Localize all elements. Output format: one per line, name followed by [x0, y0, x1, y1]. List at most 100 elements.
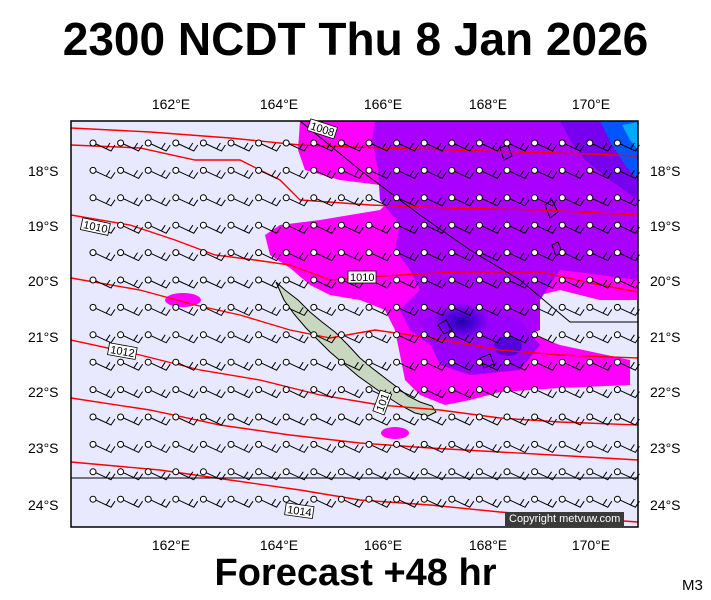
wind-station-circle: [282, 495, 290, 503]
wind-barb: [233, 416, 254, 426]
wind-station-circle: [531, 249, 539, 257]
lon-label-top: 166°E: [363, 96, 403, 112]
wind-barb: [206, 389, 226, 399]
wind-station-circle: [558, 166, 566, 174]
wind-barb: [399, 361, 420, 371]
wind-station-circle: [172, 413, 180, 421]
wind-station-circle: [531, 221, 539, 229]
wind-barb: [95, 197, 116, 207]
wind-station-circle: [420, 221, 428, 229]
wind-station-circle: [227, 386, 235, 394]
wind-barb: [454, 170, 475, 180]
wind-barb: [123, 307, 144, 317]
wind-barb: [233, 498, 254, 508]
wind-station-circle: [613, 166, 621, 174]
wind-station-circle: [558, 139, 566, 147]
wind-barb: [206, 444, 226, 454]
wind-station-circle: [558, 249, 566, 257]
vanuatu-island: [544, 199, 559, 219]
wind-barb: [233, 471, 254, 481]
isobar: [71, 214, 638, 293]
wind-station-circle: [393, 139, 401, 147]
wind-station-circle: [420, 331, 428, 339]
wind-station-circle: [365, 166, 373, 174]
lat-label-right: 23°S: [650, 440, 681, 456]
wind-station-circle: [310, 139, 318, 147]
wind-station-circle: [558, 495, 566, 503]
wind-station-circle: [144, 413, 152, 421]
wind-station-circle: [558, 303, 566, 311]
wind-barb: [123, 197, 144, 207]
wind-barb: [426, 252, 447, 262]
wind-station-circle: [365, 331, 373, 339]
wind-station-circle: [393, 386, 401, 394]
wind-barb: [537, 307, 558, 317]
wind-barb: [344, 197, 364, 207]
wind-station-circle: [310, 194, 318, 202]
wind-barb: [178, 279, 199, 289]
wind-station-circle: [255, 440, 263, 448]
wind-barb: [206, 471, 226, 481]
wind-station-circle: [199, 166, 207, 174]
wind-station-circle: [117, 331, 125, 339]
wind-barb: [454, 416, 475, 426]
wind-barb: [150, 142, 171, 152]
wind-station-circle: [393, 331, 401, 339]
wind-barb: [261, 361, 282, 371]
wind-station-circle: [144, 440, 152, 448]
wind-station-circle: [448, 495, 456, 503]
wind-barb: [399, 444, 420, 454]
wind-barb: [344, 444, 364, 454]
wind-station-circle: [448, 249, 456, 257]
wind-station-circle: [531, 495, 539, 503]
wind-station-circle: [613, 495, 621, 503]
wind-barb: [399, 170, 420, 180]
wind-station-circle: [448, 331, 456, 339]
wind-barb: [371, 361, 392, 371]
wind-barb: [509, 361, 530, 371]
wind-station-circle: [337, 495, 345, 503]
wind-station-circle: [172, 166, 180, 174]
wind-barb: [482, 307, 502, 317]
wind-station-circle: [613, 249, 621, 257]
wind-barb: [454, 142, 475, 152]
wind-barb: [288, 279, 309, 289]
wind-barb: [371, 142, 392, 152]
wind-station-circle: [144, 331, 152, 339]
wind-station-circle: [586, 166, 594, 174]
wind-barb: [316, 334, 337, 344]
wind-station-circle: [199, 468, 207, 476]
wind-station-circle: [255, 413, 263, 421]
wind-station-circle: [172, 139, 180, 147]
wind-barb: [537, 170, 558, 180]
wind-station-circle: [613, 276, 621, 284]
wind-station-circle: [393, 358, 401, 366]
wind-station-circle: [89, 413, 97, 421]
wind-barb: [509, 170, 530, 180]
wind-station-circle: [89, 331, 97, 339]
wind-station-circle: [282, 331, 290, 339]
wind-station-circle: [393, 166, 401, 174]
wind-station-circle: [365, 249, 373, 257]
wind-station-circle: [586, 249, 594, 257]
wind-barb: [454, 444, 475, 454]
wind-barb: [344, 252, 364, 262]
wind-barb: [178, 170, 199, 180]
wind-station-circle: [393, 249, 401, 257]
lat-label-left: 21°S: [28, 329, 59, 345]
wind-barb: [150, 307, 171, 317]
wind-barb: [509, 389, 530, 399]
wind-barb: [206, 224, 226, 234]
wind-station-circle: [144, 468, 152, 476]
wind-barb: [426, 498, 447, 508]
wind-barb: [178, 416, 199, 426]
wind-barb: [261, 471, 282, 481]
wind-barb: [399, 279, 420, 289]
isobar-label: 101: [372, 389, 393, 416]
rain-area-medium: [372, 121, 638, 352]
wind-barb: [454, 224, 475, 234]
wind-barb: [316, 471, 337, 481]
wind-barb: [344, 334, 364, 344]
lat-label-right: 22°S: [650, 384, 681, 400]
wind-station-circle: [475, 440, 483, 448]
